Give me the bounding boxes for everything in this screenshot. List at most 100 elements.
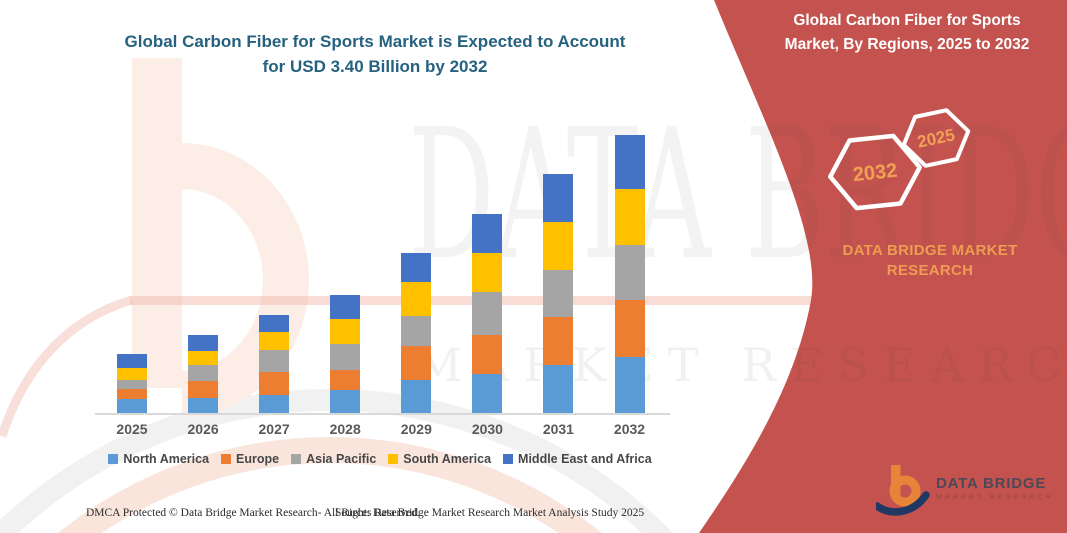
legend-marker-icon [108, 454, 119, 464]
red-banner-path [699, 0, 1067, 533]
banner-title: Global Carbon Fiber for Sports Market, B… [758, 9, 1056, 57]
bar-2030-segment-north-america [472, 373, 503, 413]
bar-2028-segment-south-america [330, 319, 361, 344]
bar-2032-segment-middle-east-and-africa [614, 135, 645, 190]
bar-2030 [472, 214, 503, 413]
bar-2025-segment-south-america [117, 368, 147, 380]
watermark-swoosh-arc [0, 295, 134, 438]
bar-2027-segment-europe [259, 372, 290, 396]
bar-2025 [117, 354, 147, 413]
bar-2032-segment-south-america [614, 189, 645, 246]
x-axis-label-2032: 2032 [613, 421, 646, 437]
x-axis-label-2027: 2027 [258, 421, 290, 437]
watermark-peach-ring [58, 437, 602, 533]
bar-2031-segment-middle-east-and-africa [543, 174, 574, 223]
watermark-b-stem [132, 58, 182, 388]
bar-2028-segment-europe [330, 369, 361, 391]
bar-2030-segment-europe [472, 334, 503, 374]
logo-brand-name: DATA BRIDGE [936, 475, 1047, 492]
legend-label: Europe [236, 452, 280, 466]
x-axis-label-2031: 2031 [542, 421, 574, 437]
bar-2029-segment-europe [401, 346, 432, 381]
bar-2025-segment-asia-pacific [117, 379, 147, 389]
x-axis-line [95, 413, 670, 415]
legend-label: North America [123, 452, 210, 466]
legend-item-north-america: North America [108, 452, 209, 466]
x-axis-label-2030: 2030 [471, 421, 503, 437]
bar-2025-segment-europe [117, 388, 147, 400]
bar-2026-segment-north-america [188, 397, 219, 413]
bar-2026-segment-europe [188, 381, 219, 398]
bar-2026-segment-middle-east-and-africa [188, 334, 219, 352]
legend-label: Middle East and Africa [518, 452, 652, 466]
legend-item-europe: Europe [221, 452, 279, 466]
banner-title-line2: Market, By Regions, 2025 to 2032 [784, 36, 1030, 54]
bar-2030-segment-asia-pacific [472, 292, 503, 335]
banner-brand-line2: RESEARCH [886, 262, 974, 280]
footer-dmca-text: DMCA Protected © Data Bridge Market Rese… [86, 507, 420, 519]
x-axis-label-2029: 2029 [400, 421, 432, 437]
legend-item-asia-pacific: Asia Pacific [291, 452, 376, 466]
chart-title: Global Carbon Fiber for Sports Market is… [90, 30, 660, 79]
watermark-b-bowl [181, 143, 309, 417]
x-axis-label-2028: 2028 [329, 421, 361, 437]
bar-2026-segment-south-america [188, 351, 219, 365]
bar-2032-segment-europe [614, 299, 645, 357]
bar-2028-segment-middle-east-and-africa [330, 294, 361, 320]
watermark-gray-ring [0, 389, 674, 533]
bar-2030-segment-middle-east-and-africa [472, 214, 503, 254]
bar-2027-segment-south-america [259, 332, 290, 351]
legend-label: Asia Pacific [306, 452, 377, 466]
bar-2032-segment-asia-pacific [614, 245, 645, 300]
bar-2025-segment-middle-east-and-africa [117, 354, 147, 369]
logo-tagline: MARKET RESEARCH [936, 494, 1054, 501]
bar-2029 [401, 253, 432, 413]
chart-legend: North America Europe Asia Pacific South Ame… [86, 452, 674, 466]
bar-2028-segment-north-america [330, 390, 361, 413]
legend-marker-icon [291, 454, 302, 464]
banner-brand-text: DATA BRIDGE MARKET RESEARCH [805, 241, 1055, 282]
footer-source-text: Source: Data Bridge Market Research Mark… [335, 507, 645, 519]
x-axis-label-2025: 2025 [116, 421, 148, 437]
bar-2032-segment-north-america [614, 356, 645, 413]
bar-2026-segment-asia-pacific [188, 364, 219, 382]
bar-2027 [259, 314, 290, 413]
bar-2032 [614, 135, 645, 413]
legend-marker-icon [388, 454, 399, 464]
bar-2027-segment-middle-east-and-africa [259, 314, 290, 333]
bar-2031-segment-south-america [543, 222, 574, 271]
logo-text: DATA BRIDGE MARKET RESEARCH [936, 475, 1054, 501]
bar-2031-segment-europe [543, 316, 574, 365]
bar-2027-segment-north-america [259, 395, 290, 413]
bar-2029-segment-south-america [401, 281, 432, 317]
banner-title-line1: Global Carbon Fiber for Sports [793, 12, 1021, 29]
bar-2029-segment-asia-pacific [401, 316, 432, 347]
bar-2029-segment-north-america [401, 380, 432, 413]
data-bridge-b-icon [876, 465, 930, 516]
bar-2031-segment-asia-pacific [543, 270, 574, 317]
chart-title-line1: Global Carbon Fiber for Sports Market is… [124, 32, 626, 51]
company-logo: DATA BRIDGE MARKET RESEARCH [876, 458, 1066, 518]
banner-brand-line1: DATA BRIDGE MARKET [842, 242, 1018, 259]
bar-2025-segment-north-america [117, 399, 147, 413]
legend-marker-icon [503, 454, 514, 464]
bar-2027-segment-asia-pacific [259, 350, 290, 373]
bar-2026 [188, 334, 219, 413]
legend-item-middle-east-and-africa: Middle East and Africa [503, 452, 652, 466]
legend-item-south-america: South America [388, 452, 491, 466]
legend-marker-icon [221, 454, 232, 464]
x-axis-label-2026: 2026 [187, 421, 219, 437]
bar-2031-segment-north-america [543, 364, 574, 413]
bar-2029-segment-middle-east-and-africa [401, 253, 432, 282]
chart-title-line2: for USD 3.40 Billion by 2032 [262, 56, 488, 76]
bar-2031 [543, 174, 574, 413]
bar-2030-segment-south-america [472, 253, 503, 293]
bar-2028-segment-asia-pacific [330, 343, 361, 370]
bar-2028 [330, 294, 361, 413]
legend-label: South America [403, 452, 492, 466]
watermark-swoosh-band [130, 296, 812, 305]
